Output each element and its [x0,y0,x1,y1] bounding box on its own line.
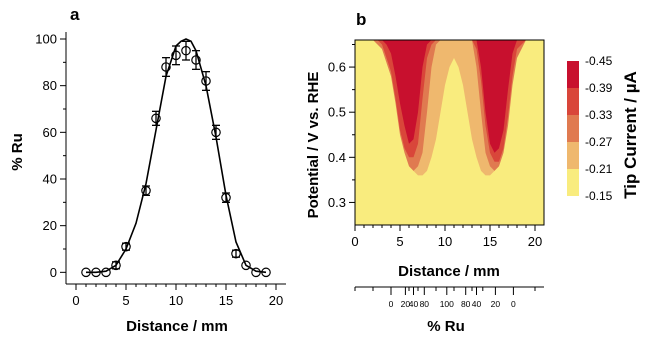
panel-a-y-axis-label: % Ru [9,133,26,171]
panel-b-y-tick-label: 0.5 [328,105,346,120]
panel-a-y-tick-label: 0 [50,265,57,280]
panel-b-x-tick-label: 15 [483,234,497,249]
panel-a-data-point [141,185,151,196]
colorbar-segment [567,169,579,196]
colorbar-tick-label: -0.45 [585,54,613,68]
colorbar-segment [567,115,579,142]
panel-a-fit-curve [86,38,267,274]
panel-a-data-point [251,267,261,278]
panel-a-data-point [111,260,121,271]
panel-b-secondary-tick-label: 0 [389,299,394,309]
colorbar-tick-label: -0.39 [585,81,613,95]
panel-b-x-tick-label: 10 [438,234,452,249]
panel-b-y-tick-label: 0.3 [328,195,346,210]
panel-b-secondary-tick-label: 80 [420,299,430,309]
panel-b-heatmap [355,40,544,225]
panel-b-secondary-tick-label: 0 [511,299,516,309]
panel-a-y-tick-label: 100 [35,32,57,47]
colorbar-tick-label: -0.21 [585,162,613,176]
panel-a: a 0 5 10 15 20 0 20 40 60 80 100 Distance / mm % R… [9,5,286,335]
panel-a-y-tick-label: 80 [43,78,57,93]
panel-b-x-tick-label: 0 [351,234,358,249]
panel-a-y-tick-label: 60 [43,125,57,140]
colorbar-segment [567,88,579,115]
panel-b-secondary-tick-label: 80 [461,299,471,309]
panel-b-level-band-5 [355,40,544,153]
panel-a-data-point [81,267,91,278]
panel-b-x-tick-label: 5 [396,234,403,249]
panel-a-data-point [91,267,101,278]
colorbar-label: Tip Current / µA [621,71,640,199]
panel-a-data-point [191,55,201,65]
colorbar-segment [567,142,579,169]
panel-a-x-tick-label: 15 [219,293,233,308]
colorbar-tick-label: -0.15 [585,189,613,203]
panel-b-secondary-tick-label: 20 [491,299,501,309]
panel-a-y-tick-label: 20 [43,218,57,233]
panel-a-x-axis-label: Distance / mm [126,318,228,335]
panel-a-data-point [151,113,161,124]
panel-b-secondary-axis-label: % Ru [427,318,465,335]
panel-b-frame [354,39,545,226]
panel-b-y-axis-label: Potential / V vs. RHE [305,72,322,219]
panel-b-axes: 0 5 10 15 20 0.3 0.4 0.5 0.6 [328,39,545,249]
panel-a-label: a [70,5,80,24]
panel-a-data-point [261,267,271,278]
panel-a-x-tick-label: 10 [169,293,183,308]
panel-b-y-tick-label: 0.4 [328,150,346,165]
panel-a-data-point [181,45,191,56]
panel-b-x-tick-label: 20 [528,234,542,249]
panel-b-x-axis-label: Distance / mm [398,263,500,280]
panel-a-data-point [211,127,221,138]
panel-a-x-tick-label: 5 [122,293,129,308]
panel-b-secondary-tick-label: 20 [401,299,411,309]
colorbar-tick-label: -0.33 [585,108,613,122]
panel-b-y-tick-label: 0.6 [328,60,346,75]
panel-b: b 0 5 10 15 20 0.3 0.4 0.5 0.6 Distance / mm Pot… [305,10,545,335]
panel-a-axes: 0 5 10 15 20 0 20 40 60 80 100 [35,32,286,308]
panel-a-data-point [231,248,241,259]
panel-a-data-point [171,50,181,61]
panel-b-secondary-tick-label: 40 [472,299,482,309]
panel-a-data-point [101,267,111,278]
colorbar-segment [567,61,579,88]
panel-a-data-layer [81,38,271,278]
colorbar-tick-label: -0.27 [585,135,613,149]
panel-a-data-point [121,241,131,252]
panel-a-x-tick-label: 0 [72,293,79,308]
panel-a-y-tick-label: 40 [43,172,57,187]
panel-a-data-point [221,192,231,203]
panel-b-secondary-tick-label: 100 [440,299,454,309]
panel-a-x-tick-label: 20 [269,293,283,308]
panel-a-data-point [241,260,251,271]
colorbar: -0.45 -0.39 -0.33 -0.27 -0.21 -0.15 [567,54,613,203]
panel-a-data-point [161,62,171,72]
panel-b-secondary-tick-label: 40 [409,299,419,309]
panel-b-label: b [356,10,366,29]
panel-a-data-point [201,76,211,86]
